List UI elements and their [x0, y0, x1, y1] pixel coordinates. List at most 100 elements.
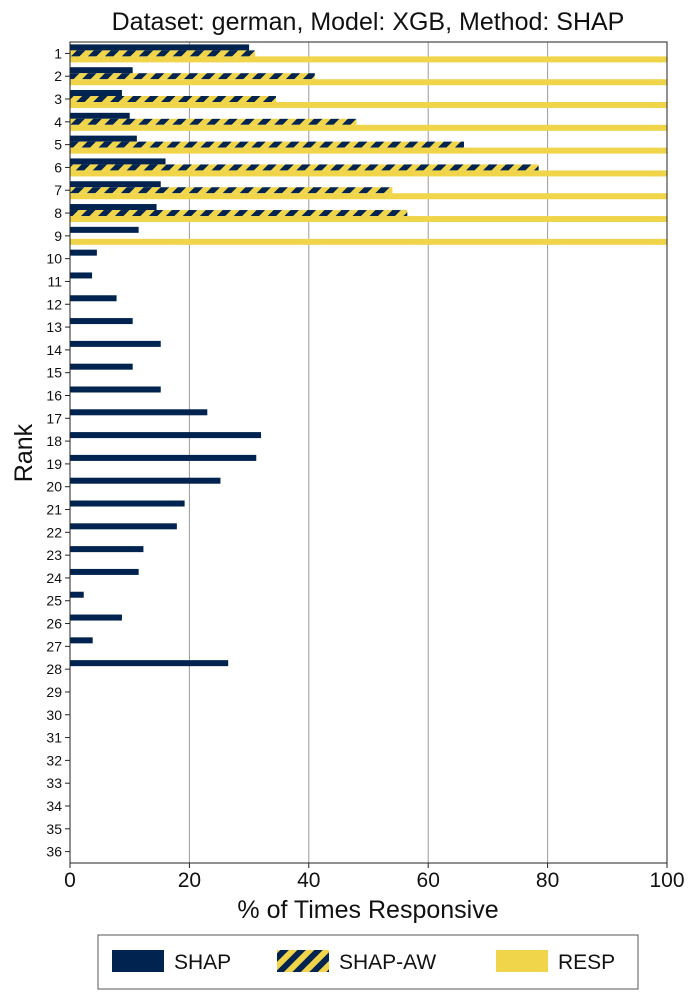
bar-shap-rank-1	[70, 44, 250, 51]
y-tick-label-29: 29	[46, 684, 62, 700]
y-tick-label-11: 11	[47, 273, 62, 289]
y-tick-label-22: 22	[46, 524, 62, 540]
y-tick-label-35: 35	[46, 821, 62, 837]
y-tick-label-16: 16	[46, 387, 62, 403]
bar-resp-rank-9	[70, 238, 667, 245]
bar-shap-rank-17	[70, 409, 208, 416]
legend-swatch-shap	[112, 950, 164, 972]
y-tick-label-33: 33	[46, 775, 62, 791]
y-tick-label-10: 10	[46, 251, 62, 267]
chart-title: Dataset: german, Model: XGB, Method: SHA…	[112, 8, 625, 36]
legend-label-resp: RESP	[558, 951, 615, 974]
x-tick-label-80: 80	[536, 869, 559, 892]
y-tick-label-18: 18	[46, 433, 62, 449]
legend: SHAP SHAP-AW RESP	[97, 934, 639, 990]
bar-shap-rank-19	[70, 454, 257, 461]
bar-resp-rank-8	[70, 216, 667, 223]
bars-layer	[70, 44, 667, 667]
x-tick-label-100: 100	[649, 869, 684, 892]
bar-shap-rank-15	[70, 363, 133, 370]
y-tick-label-7: 7	[54, 182, 62, 198]
x-tick-label-40: 40	[297, 869, 320, 892]
bar-shap-rank-3	[70, 90, 122, 97]
y-axis-label: Rank	[10, 423, 38, 482]
bar-shap-aw-rank-6	[70, 164, 539, 171]
legend-label-shap-aw: SHAP-AW	[339, 951, 436, 974]
y-tick-label-15: 15	[46, 365, 62, 381]
y-tick-label-12: 12	[46, 296, 62, 312]
bar-shap-aw-rank-5	[70, 141, 465, 148]
grid-layer	[188, 42, 549, 863]
bar-shap-rank-13	[70, 318, 133, 325]
legend-label-shap: SHAP	[174, 951, 231, 974]
bar-resp-rank-3	[70, 102, 667, 109]
bar-resp-rank-2	[70, 79, 667, 86]
bar-shap-rank-25	[70, 591, 84, 598]
bar-shap-aw-rank-8	[70, 210, 408, 217]
bar-resp-rank-6	[70, 170, 667, 177]
bar-shap-rank-24	[70, 568, 139, 575]
x-tick-label-60: 60	[417, 869, 440, 892]
bar-shap-aw-rank-3	[70, 96, 276, 103]
bar-shap-rank-14	[70, 340, 161, 347]
bar-shap-rank-10	[70, 249, 97, 256]
y-tick-label-20: 20	[46, 479, 62, 495]
y-tick-label-6: 6	[54, 159, 62, 175]
y-tick-label-25: 25	[46, 593, 62, 609]
bar-resp-rank-5	[70, 147, 667, 154]
bar-shap-rank-28	[70, 660, 229, 667]
y-tick-label-24: 24	[46, 570, 62, 586]
y-tick-label-21: 21	[46, 502, 62, 518]
legend-swatch-shap-aw	[277, 950, 329, 972]
y-tick-label-34: 34	[46, 798, 62, 814]
bar-shap-rank-20	[70, 477, 221, 484]
y-tick-label-26: 26	[46, 616, 62, 632]
y-tick-label-2: 2	[54, 68, 62, 84]
plot-frame	[69, 41, 668, 864]
bar-shap-rank-5	[70, 135, 137, 142]
bar-shap-rank-22	[70, 523, 177, 530]
y-tick-label-17: 17	[46, 410, 62, 426]
bar-shap-rank-4	[70, 112, 130, 119]
bar-shap-rank-11	[70, 272, 93, 279]
bar-shap-aw-rank-4	[70, 118, 357, 125]
y-tick-label-5: 5	[54, 137, 62, 153]
y-tick-label-3: 3	[54, 91, 62, 107]
bar-resp-rank-4	[70, 124, 667, 131]
y-tick-label-1: 1	[54, 45, 62, 61]
axes-layer: 0 20 40 60 80 1001234567891011121314151617181…	[46, 41, 685, 892]
bar-shap-aw-rank-7	[70, 187, 393, 194]
bar-shap-rank-26	[70, 614, 122, 621]
bar-shap-rank-9	[70, 226, 139, 233]
bar-shap-rank-8	[70, 204, 157, 211]
bar-shap-aw-rank-2	[70, 73, 315, 80]
bar-shap-aw-rank-1	[70, 50, 256, 57]
y-tick-label-4: 4	[54, 114, 62, 130]
y-tick-label-36: 36	[46, 844, 62, 860]
y-tick-label-32: 32	[46, 752, 62, 768]
y-tick-label-19: 19	[46, 456, 62, 472]
bar-resp-rank-7	[70, 193, 667, 200]
x-tick-label-0: 0	[64, 869, 76, 892]
y-tick-label-14: 14	[46, 342, 62, 358]
y-tick-label-28: 28	[46, 661, 62, 677]
bar-shap-rank-2	[70, 67, 133, 74]
bar-shap-rank-16	[70, 386, 161, 393]
y-tick-label-9: 9	[54, 228, 62, 244]
legend-swatch-resp	[496, 950, 548, 972]
bar-shap-rank-6	[70, 158, 166, 165]
bar-shap-rank-27	[70, 637, 93, 644]
y-tick-label-13: 13	[46, 319, 62, 335]
y-tick-label-30: 30	[46, 707, 62, 723]
y-tick-label-8: 8	[54, 205, 62, 221]
y-tick-label-31: 31	[46, 730, 62, 746]
bar-shap-rank-21	[70, 500, 185, 507]
bar-resp-rank-1	[70, 56, 667, 63]
y-tick-label-27: 27	[46, 638, 62, 654]
bar-shap-rank-12	[70, 295, 117, 302]
bar-shap-rank-7	[70, 181, 161, 188]
x-axis-label: % of Times Responsive	[237, 896, 498, 924]
bar-shap-rank-23	[70, 546, 144, 553]
